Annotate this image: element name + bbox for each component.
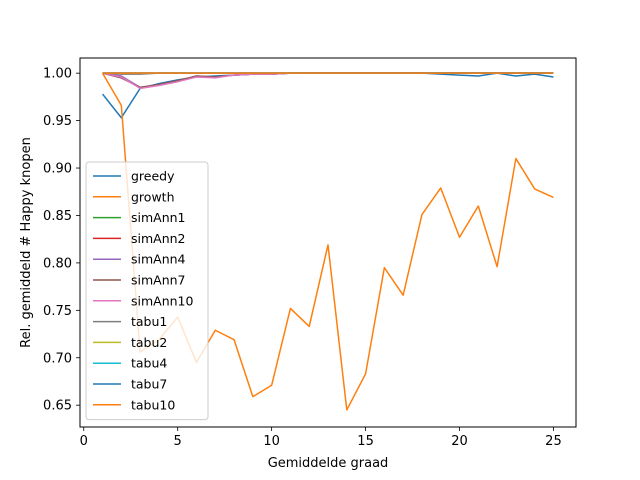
- legend-label-simAnn2: simAnn2: [131, 231, 186, 246]
- legend-label-tabu2: tabu2: [131, 335, 167, 350]
- x-tick-label: 0: [80, 434, 88, 449]
- legend-label-tabu10: tabu10: [131, 397, 175, 412]
- legend-box: [85, 161, 209, 421]
- legend-label-simAnn10: simAnn10: [131, 293, 194, 308]
- legend-label-simAnn1: simAnn1: [131, 210, 186, 225]
- legend-label-simAnn4: simAnn4: [131, 252, 186, 267]
- legend-label-tabu7: tabu7: [131, 377, 167, 392]
- y-tick-label: 0.80: [43, 256, 72, 271]
- x-tick-label: 5: [174, 434, 182, 449]
- y-tick-label: 0.85: [43, 209, 72, 224]
- y-tick-label: 0.70: [43, 351, 72, 366]
- legend: greedy growth simAnn1 simAnn2 simAnn4 simAnn7…: [85, 161, 209, 421]
- legend-label-greedy: greedy: [131, 169, 175, 184]
- y-tick-label: 0.95: [43, 114, 72, 129]
- legend-label-growth: growth: [131, 189, 175, 204]
- y-tick-label: 0.75: [43, 304, 72, 319]
- legend-label-tabu1: tabu1: [131, 314, 167, 329]
- x-tick-label: 20: [451, 434, 468, 449]
- x-tick-label: 15: [357, 434, 374, 449]
- y-tick-label: 0.65: [43, 399, 72, 414]
- x-axis-label: Gemiddelde graad: [268, 456, 389, 471]
- y-axis-label: Rel. gemiddeld # Happy knopen: [19, 137, 34, 348]
- series-layer: [101, 72, 554, 411]
- legend-label-tabu4: tabu4: [131, 356, 167, 371]
- y-tick-label: 1.00: [43, 67, 72, 82]
- y-axis: 0.65 0.70 0.75 0.80 0.85 0.90 0.95 1.00: [43, 67, 80, 414]
- legend-label-simAnn7: simAnn7: [131, 273, 186, 288]
- y-tick-label: 0.90: [43, 162, 72, 177]
- plot-frame: [79, 57, 577, 428]
- x-tick-label: 10: [263, 434, 280, 449]
- x-tick-label: 25: [545, 434, 562, 449]
- x-axis: 0 5 10 15 20 25: [80, 427, 562, 449]
